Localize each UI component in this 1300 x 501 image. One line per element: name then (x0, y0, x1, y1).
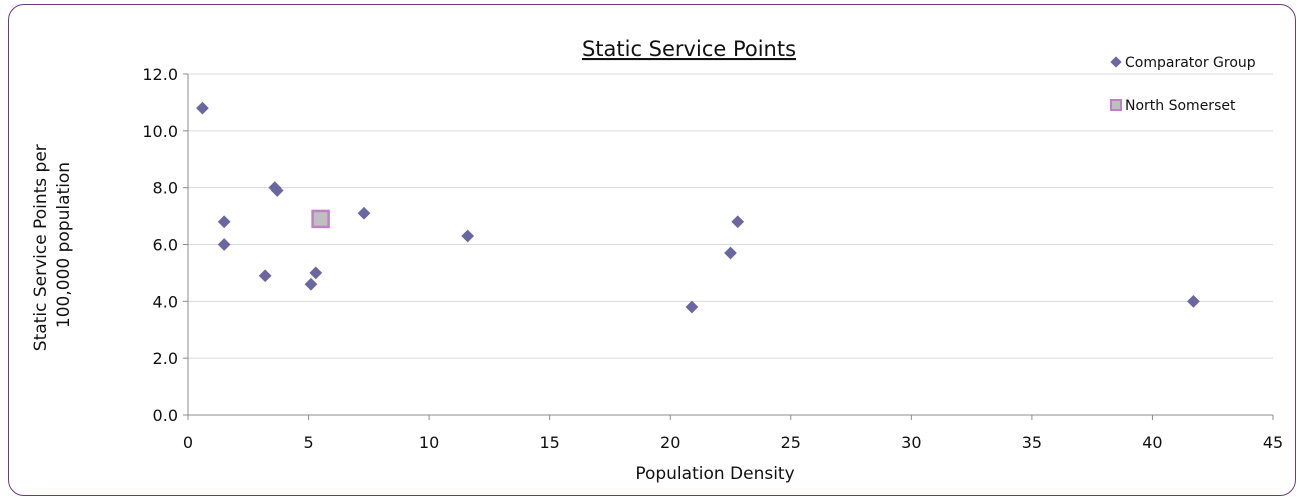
legend: Comparator Group North Somerset (1110, 55, 1256, 114)
y-tick-label: 12.0 (142, 65, 178, 84)
x-tick-label: 45 (1263, 433, 1283, 452)
series-comparator-group (196, 101, 1200, 314)
x-tick-label: 25 (781, 433, 801, 452)
grid-lines (188, 73, 1273, 359)
y-axis-title-line-2: 100,000 population (54, 162, 74, 328)
x-tick-label: 10 (419, 433, 439, 452)
x-tick-label: 40 (1142, 433, 1162, 452)
x-tick-label: 15 (539, 433, 559, 452)
data-point-diamond (309, 266, 323, 280)
data-point-diamond (685, 300, 699, 314)
legend-label: Comparator Group (1125, 55, 1256, 71)
y-tick-label: 0.0 (153, 406, 178, 425)
y-tick-label: 2.0 (153, 349, 178, 368)
legend-marker-diamond (1110, 56, 1122, 68)
data-point-diamond (1187, 294, 1200, 308)
data-point-square (311, 209, 330, 229)
legend-item-comparator-group: Comparator Group (1110, 55, 1256, 71)
data-point-diamond (217, 238, 231, 251)
x-tick-label: 30 (901, 433, 921, 452)
y-tick-label: 10.0 (142, 122, 178, 141)
chart-title: Static Service Points (582, 37, 796, 61)
x-tick-label: 0 (183, 433, 193, 452)
y-axis-title-line-1: Static Service Points per (31, 144, 51, 351)
chart-frame (8, 4, 1296, 496)
data-points (196, 101, 1200, 314)
data-point-diamond (357, 206, 371, 220)
data-point-diamond (258, 269, 272, 283)
x-tick-label: 35 (1022, 433, 1042, 452)
y-tick-label: 8.0 (153, 179, 178, 198)
legend-item-north-somerset: North Somerset (1110, 98, 1236, 114)
data-point-diamond (217, 215, 231, 229)
legend-label: North Somerset (1125, 98, 1236, 114)
data-point-diamond (304, 277, 318, 291)
y-axis-title: Static Service Points per 100,000 popula… (31, 139, 74, 351)
y-tick-label: 6.0 (153, 236, 178, 255)
legend-marker-square (1110, 99, 1122, 111)
data-point-diamond (461, 229, 475, 243)
x-tick-label: 5 (303, 433, 313, 452)
data-point-diamond (731, 215, 745, 229)
data-point-diamond (724, 246, 737, 260)
data-point-diamond (270, 184, 284, 197)
y-tick-label: 4.0 (153, 292, 178, 311)
data-point-diamond (196, 101, 209, 115)
x-tick-label: 20 (660, 433, 680, 452)
x-tick-labels: 0 5 10 15 20 25 30 35 40 45 (183, 415, 1283, 452)
x-axis-title: Population Density (635, 464, 794, 484)
series-north-somerset (311, 209, 330, 229)
y-tick-labels: 0.0 2.0 4.0 6.0 8.0 10.0 12.0 (142, 65, 188, 425)
